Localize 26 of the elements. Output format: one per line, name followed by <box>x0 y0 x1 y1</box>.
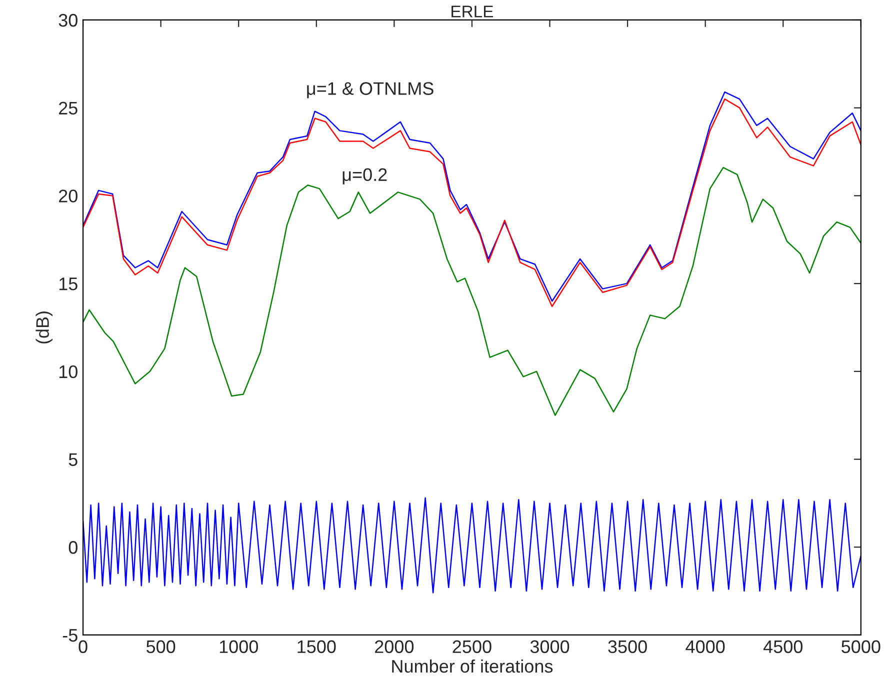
x-tick-label: 500 <box>146 640 176 654</box>
x-tick-label: 2500 <box>452 640 492 654</box>
y-tick-label: 5 <box>68 453 78 466</box>
x-tick-label: 1500 <box>298 640 336 654</box>
y-tick-label: 0 <box>68 541 78 554</box>
y-tick-label: 20 <box>59 190 78 202</box>
y-tick-label: 15 <box>59 278 78 290</box>
x-tick-label: 1000 <box>220 640 258 654</box>
x-axis-title: Number of iterations <box>392 659 553 673</box>
x-tick-label: 4500 <box>763 640 802 654</box>
x-tick-label: 3000 <box>530 640 570 654</box>
y-tick-label: 30 <box>58 14 78 27</box>
x-tick-label: 0 <box>78 640 88 654</box>
y-tick-label: 10 <box>59 365 78 378</box>
y-axis-title: (dB) <box>36 312 53 344</box>
x-tick-label: 4000 <box>686 640 725 654</box>
annotation: μ=1 & OTNLMS <box>307 82 434 98</box>
chart-title: ERLE <box>452 6 494 18</box>
x-tick-label: 3500 <box>608 640 647 654</box>
x-tick-label: 2000 <box>375 640 414 654</box>
y-tick-label: 25 <box>59 102 78 115</box>
line-series <box>83 497 861 594</box>
x-tick-label: 5000 <box>842 640 880 654</box>
y-tick-label: -5 <box>62 629 78 642</box>
annotation: μ=0.2 <box>342 168 387 184</box>
line-series <box>83 166 861 416</box>
